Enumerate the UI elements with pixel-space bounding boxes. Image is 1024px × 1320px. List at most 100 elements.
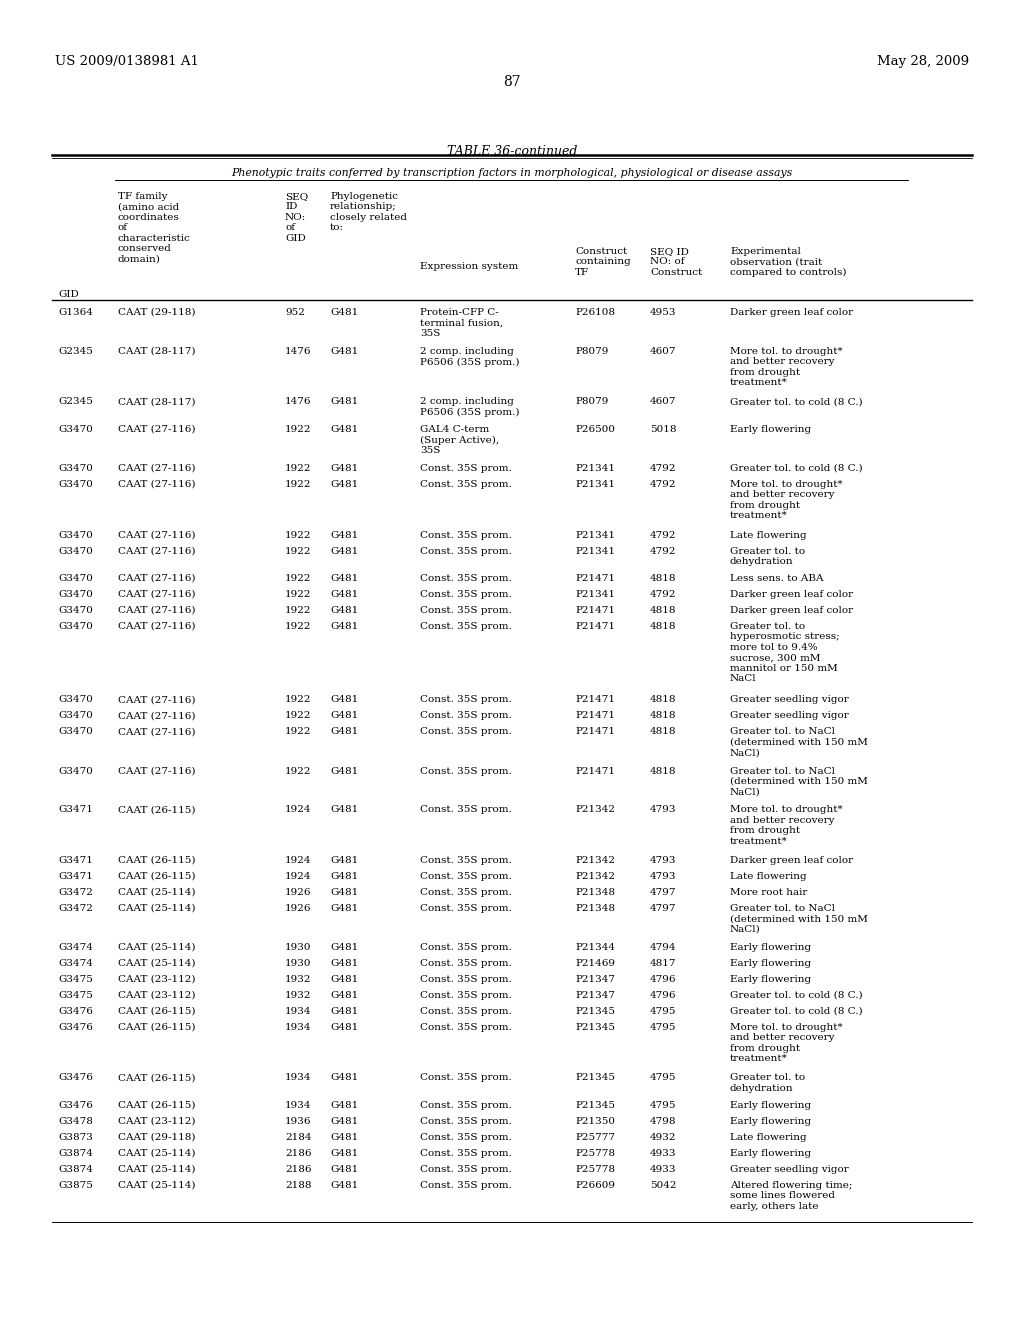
Text: 1922: 1922 <box>285 590 311 599</box>
Text: G1364: G1364 <box>58 308 93 317</box>
Text: G481: G481 <box>330 1117 358 1126</box>
Text: CAAT (25-114): CAAT (25-114) <box>118 960 196 968</box>
Text: G481: G481 <box>330 975 358 983</box>
Text: CAAT (27-116): CAAT (27-116) <box>118 767 196 776</box>
Text: G481: G481 <box>330 397 358 407</box>
Text: May 28, 2009: May 28, 2009 <box>877 55 969 69</box>
Text: CAAT (25-114): CAAT (25-114) <box>118 1148 196 1158</box>
Text: CAAT (26-115): CAAT (26-115) <box>118 1073 196 1082</box>
Text: G481: G481 <box>330 622 358 631</box>
Text: G3476: G3476 <box>58 1073 93 1082</box>
Text: G481: G481 <box>330 1166 358 1173</box>
Text: Greater tol. to
dehydration: Greater tol. to dehydration <box>730 546 805 566</box>
Text: 1926: 1926 <box>285 904 311 913</box>
Text: 4818: 4818 <box>650 727 677 737</box>
Text: G481: G481 <box>330 960 358 968</box>
Text: 1922: 1922 <box>285 696 311 705</box>
Text: G481: G481 <box>330 767 358 776</box>
Text: P21342: P21342 <box>575 873 615 880</box>
Text: G3472: G3472 <box>58 888 93 898</box>
Text: Const. 35S prom.: Const. 35S prom. <box>420 1117 512 1126</box>
Text: P21471: P21471 <box>575 711 615 721</box>
Text: SEQ ID
NO: of
Construct: SEQ ID NO: of Construct <box>650 247 702 277</box>
Text: CAAT (27-116): CAAT (27-116) <box>118 465 196 473</box>
Text: G481: G481 <box>330 888 358 898</box>
Text: CAAT (27-116): CAAT (27-116) <box>118 606 196 615</box>
Text: 1932: 1932 <box>285 991 311 1001</box>
Text: Const. 35S prom.: Const. 35S prom. <box>420 546 512 556</box>
Text: 4795: 4795 <box>650 1023 677 1032</box>
Text: 4798: 4798 <box>650 1117 677 1126</box>
Text: G3470: G3470 <box>58 546 93 556</box>
Text: G3873: G3873 <box>58 1133 93 1142</box>
Text: P21341: P21341 <box>575 546 615 556</box>
Text: Early flowering: Early flowering <box>730 1148 811 1158</box>
Text: Greater tol. to
dehydration: Greater tol. to dehydration <box>730 1073 805 1093</box>
Text: Greater tol. to NaCl
(determined with 150 mM
NaCl): Greater tol. to NaCl (determined with 15… <box>730 767 868 796</box>
Text: CAAT (25-114): CAAT (25-114) <box>118 904 196 913</box>
Text: G3472: G3472 <box>58 904 93 913</box>
Text: 1924: 1924 <box>285 873 311 880</box>
Text: G481: G481 <box>330 308 358 317</box>
Text: 1930: 1930 <box>285 960 311 968</box>
Text: CAAT (29-118): CAAT (29-118) <box>118 1133 196 1142</box>
Text: Const. 35S prom.: Const. 35S prom. <box>420 606 512 615</box>
Text: Protein-CFP C-
terminal fusion,
35S: Protein-CFP C- terminal fusion, 35S <box>420 308 503 338</box>
Text: G3471: G3471 <box>58 873 93 880</box>
Text: 4794: 4794 <box>650 942 677 952</box>
Text: G3875: G3875 <box>58 1181 93 1191</box>
Text: 1934: 1934 <box>285 1101 311 1110</box>
Text: CAAT (26-115): CAAT (26-115) <box>118 855 196 865</box>
Text: 1922: 1922 <box>285 425 311 434</box>
Text: G3470: G3470 <box>58 622 93 631</box>
Text: Greater tol. to cold (8 C.): Greater tol. to cold (8 C.) <box>730 465 862 473</box>
Text: G481: G481 <box>330 991 358 1001</box>
Text: Const. 35S prom.: Const. 35S prom. <box>420 696 512 705</box>
Text: G2345: G2345 <box>58 397 93 407</box>
Text: 1922: 1922 <box>285 622 311 631</box>
Text: Greater tol. to NaCl
(determined with 150 mM
NaCl): Greater tol. to NaCl (determined with 15… <box>730 904 868 933</box>
Text: Greater tol. to cold (8 C.): Greater tol. to cold (8 C.) <box>730 1007 862 1016</box>
Text: 4818: 4818 <box>650 574 677 583</box>
Text: CAAT (25-114): CAAT (25-114) <box>118 888 196 898</box>
Text: G3471: G3471 <box>58 855 93 865</box>
Text: Greater tol. to
hyperosmotic stress;
more tol to 9.4%
sucrose, 300 mM
mannitol o: Greater tol. to hyperosmotic stress; mor… <box>730 622 840 682</box>
Text: 2186: 2186 <box>285 1166 311 1173</box>
Text: P8079: P8079 <box>575 397 608 407</box>
Text: G481: G481 <box>330 1133 358 1142</box>
Text: Const. 35S prom.: Const. 35S prom. <box>420 574 512 583</box>
Text: More tol. to drought*
and better recovery
from drought
treatment*: More tol. to drought* and better recover… <box>730 805 843 846</box>
Text: More tol. to drought*
and better recovery
from drought
treatment*: More tol. to drought* and better recover… <box>730 347 843 387</box>
Text: US 2009/0138981 A1: US 2009/0138981 A1 <box>55 55 199 69</box>
Text: Const. 35S prom.: Const. 35S prom. <box>420 480 512 488</box>
Text: Const. 35S prom.: Const. 35S prom. <box>420 622 512 631</box>
Text: G3470: G3470 <box>58 425 93 434</box>
Text: G481: G481 <box>330 574 358 583</box>
Text: P21350: P21350 <box>575 1117 615 1126</box>
Text: GID: GID <box>58 290 79 300</box>
Text: G481: G481 <box>330 873 358 880</box>
Text: G3476: G3476 <box>58 1101 93 1110</box>
Text: 1926: 1926 <box>285 888 311 898</box>
Text: 1922: 1922 <box>285 480 311 488</box>
Text: G481: G481 <box>330 465 358 473</box>
Text: Const. 35S prom.: Const. 35S prom. <box>420 767 512 776</box>
Text: Greater tol. to cold (8 C.): Greater tol. to cold (8 C.) <box>730 397 862 407</box>
Text: Early flowering: Early flowering <box>730 942 811 952</box>
Text: 5042: 5042 <box>650 1181 677 1191</box>
Text: G481: G481 <box>330 1023 358 1032</box>
Text: 4933: 4933 <box>650 1166 677 1173</box>
Text: G481: G481 <box>330 1148 358 1158</box>
Text: P21471: P21471 <box>575 622 615 631</box>
Text: 1934: 1934 <box>285 1073 311 1082</box>
Text: G3470: G3470 <box>58 727 93 737</box>
Text: Early flowering: Early flowering <box>730 1101 811 1110</box>
Text: 4818: 4818 <box>650 767 677 776</box>
Text: CAAT (27-116): CAAT (27-116) <box>118 546 196 556</box>
Text: 1932: 1932 <box>285 975 311 983</box>
Text: CAAT (27-116): CAAT (27-116) <box>118 727 196 737</box>
Text: P21348: P21348 <box>575 888 615 898</box>
Text: G481: G481 <box>330 1101 358 1110</box>
Text: G3470: G3470 <box>58 606 93 615</box>
Text: P25778: P25778 <box>575 1148 615 1158</box>
